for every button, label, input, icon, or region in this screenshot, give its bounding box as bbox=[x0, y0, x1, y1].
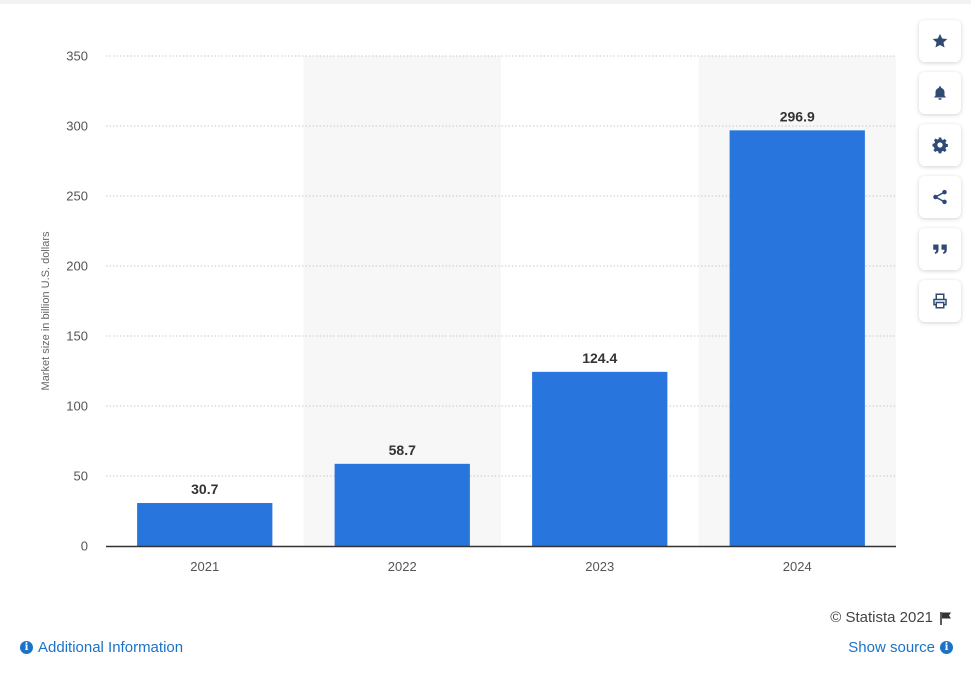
y-tick-label: 50 bbox=[74, 469, 88, 484]
cite-button[interactable] bbox=[919, 228, 961, 270]
quote-icon bbox=[933, 244, 947, 254]
data-label: 296.9 bbox=[780, 108, 815, 124]
y-tick-label: 300 bbox=[66, 119, 88, 134]
bar-chart: 0 50 100 150 200 250 300 350 30.7 58.7 124.4 296.9… bbox=[40, 49, 896, 574]
y-tick-label: 200 bbox=[66, 259, 88, 274]
y-axis-label: Market size in billion U.S. dollars bbox=[40, 231, 52, 390]
x-tick-label: 2023 bbox=[585, 559, 614, 574]
print-icon bbox=[933, 293, 947, 309]
copyright: © Statista 2021 bbox=[830, 609, 953, 626]
additional-information-link[interactable]: i Additional Information bbox=[20, 639, 183, 656]
y-tick-label: 150 bbox=[66, 329, 88, 344]
x-tick-label: 2024 bbox=[783, 559, 812, 574]
bar[interactable] bbox=[334, 463, 470, 546]
x-tick-label: 2022 bbox=[388, 559, 417, 574]
additional-information-label: Additional Information bbox=[38, 639, 184, 656]
y-tick-label: 100 bbox=[66, 399, 88, 414]
info-icon: i bbox=[940, 641, 953, 654]
bar[interactable] bbox=[137, 503, 273, 546]
x-tick-label: 2021 bbox=[190, 559, 219, 574]
show-source-link[interactable]: Show source i bbox=[848, 639, 953, 656]
notification-button[interactable] bbox=[919, 72, 961, 114]
data-label: 124.4 bbox=[582, 350, 617, 366]
bar[interactable] bbox=[532, 371, 668, 546]
favorite-button[interactable] bbox=[919, 20, 961, 62]
y-axis-ticks: 0 50 100 150 200 250 300 350 bbox=[66, 49, 88, 554]
share-button[interactable] bbox=[919, 176, 961, 218]
y-tick-label: 350 bbox=[66, 49, 88, 64]
data-labels: 30.7 58.7 124.4 296.9 bbox=[191, 108, 815, 497]
data-label: 58.7 bbox=[389, 442, 416, 458]
y-tick-label: 250 bbox=[66, 189, 88, 204]
bar[interactable] bbox=[729, 130, 865, 546]
bars bbox=[137, 130, 865, 546]
gear-icon bbox=[932, 137, 948, 154]
share-icon bbox=[933, 189, 947, 205]
show-source-label: Show source bbox=[848, 639, 935, 656]
print-button[interactable] bbox=[919, 280, 961, 322]
chart-toolbar bbox=[919, 20, 961, 332]
flag-icon[interactable] bbox=[939, 611, 953, 625]
star-icon bbox=[932, 33, 948, 48]
data-label: 30.7 bbox=[191, 481, 218, 497]
info-icon: i bbox=[20, 641, 33, 654]
y-tick-label: 0 bbox=[81, 539, 88, 554]
copyright-text[interactable]: © Statista 2021 bbox=[830, 609, 933, 626]
settings-button[interactable] bbox=[919, 124, 961, 166]
bell-icon bbox=[934, 86, 946, 100]
x-axis-ticks: 2021 2022 2023 2024 bbox=[190, 559, 811, 574]
top-divider bbox=[0, 0, 971, 4]
